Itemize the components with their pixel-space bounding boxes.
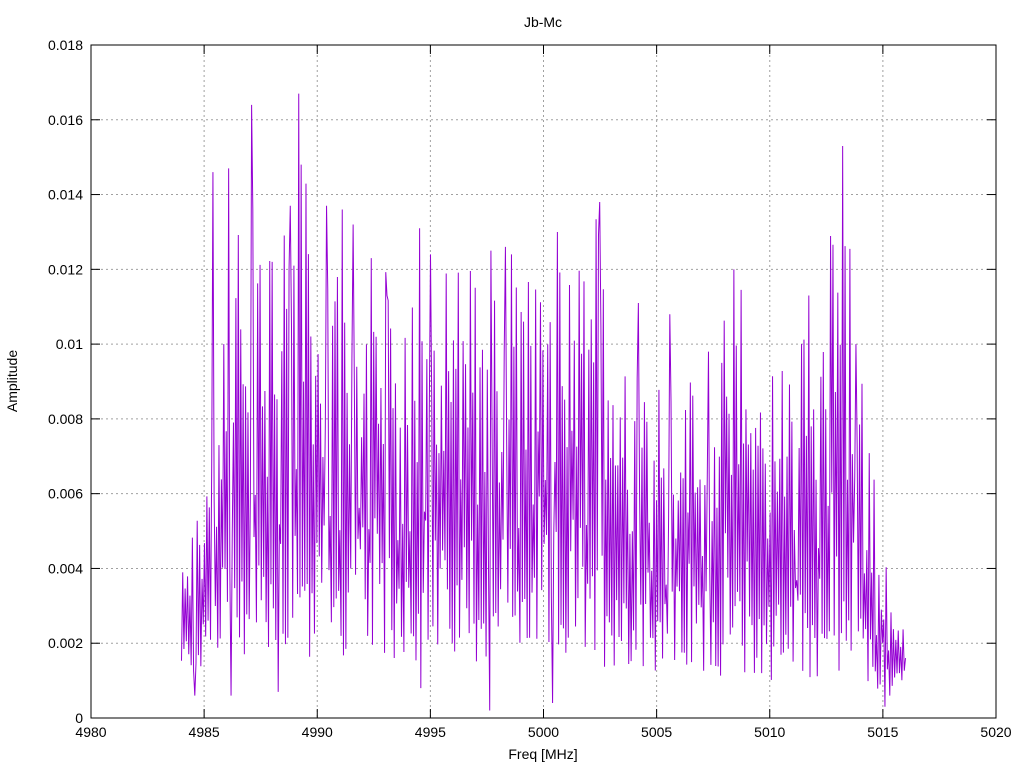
ticks: 4980 4985 4990 4995 5000 5005 5010 5015 5020 0 0.0… — [48, 37, 1012, 740]
y-tick-label: 0.01 — [56, 336, 83, 352]
x-tick-label: 5000 — [528, 724, 559, 740]
x-tick-label: 5010 — [754, 724, 785, 740]
y-tick-label: 0.004 — [48, 560, 83, 576]
x-tick-label: 4990 — [302, 724, 333, 740]
series-line — [181, 93, 906, 711]
x-tick-label: 4985 — [189, 724, 220, 740]
y-tick-label: 0.002 — [48, 635, 83, 651]
y-tick-label: 0.006 — [48, 486, 83, 502]
y-tick-label: 0.018 — [48, 37, 83, 53]
series-layer — [181, 93, 906, 711]
chart-title: Jb-Mc — [524, 14, 562, 30]
y-axis-label: Amplitude — [4, 350, 20, 412]
x-tick-label: 4995 — [415, 724, 446, 740]
y-tick-label: 0.008 — [48, 411, 83, 427]
x-tick-label: 5005 — [641, 724, 672, 740]
x-tick-label: 5015 — [867, 724, 898, 740]
x-tick-label: 5020 — [980, 724, 1011, 740]
y-tick-label: 0.016 — [48, 112, 83, 128]
y-tick-label: 0 — [75, 710, 83, 726]
x-tick-label: 4980 — [75, 724, 106, 740]
y-tick-label: 0.012 — [48, 261, 83, 277]
x-axis-label: Freq [MHz] — [508, 746, 577, 762]
y-tick-label: 0.014 — [48, 187, 83, 203]
